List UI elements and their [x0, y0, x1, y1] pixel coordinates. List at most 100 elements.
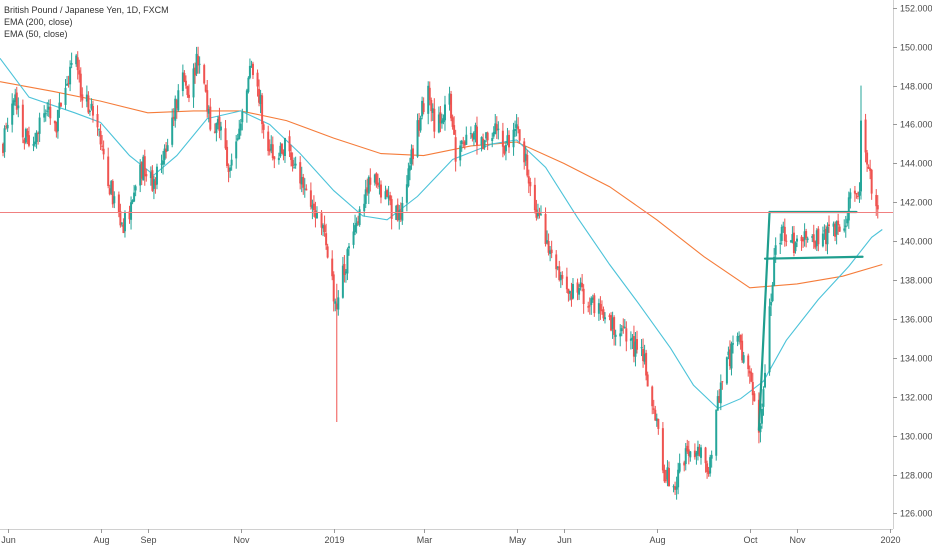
- candle-body: [802, 238, 805, 242]
- ema50-legend[interactable]: EMA (50, close): [4, 29, 68, 39]
- candle: [152, 175, 155, 200]
- candle: [837, 213, 840, 236]
- candle: [37, 131, 40, 145]
- price-tick-label: 130.000: [900, 432, 932, 442]
- candle-body: [536, 213, 539, 217]
- candle: [410, 144, 413, 170]
- candle: [550, 240, 553, 259]
- candle-body: [561, 275, 564, 279]
- candle: [501, 122, 504, 158]
- candle: [2, 142, 5, 157]
- candle: [69, 60, 72, 92]
- candle-body: [866, 152, 869, 165]
- candle-body: [81, 94, 84, 101]
- candle-body: [280, 143, 283, 153]
- candle: [203, 63, 206, 85]
- candle: [529, 177, 532, 197]
- candle-body: [587, 306, 590, 308]
- candle: [815, 228, 818, 252]
- candle: [431, 103, 434, 121]
- candle-body: [492, 131, 495, 137]
- candle-body: [454, 137, 457, 162]
- candle-body: [568, 291, 571, 294]
- candle-body: [782, 226, 785, 228]
- candle: [875, 189, 878, 216]
- candle: [160, 154, 163, 174]
- candle-body: [282, 152, 285, 156]
- breakout-trendline[interactable]: [757, 210, 771, 431]
- candle-body: [538, 212, 541, 215]
- candle: [827, 215, 830, 233]
- candle: [834, 221, 837, 242]
- symbol-title[interactable]: British Pound / Japanese Yen, 1D, FXCM: [4, 5, 169, 15]
- candle-body: [472, 132, 475, 140]
- candle-body: [262, 124, 265, 130]
- support-line[interactable]: [763, 255, 864, 260]
- candle: [373, 173, 376, 186]
- candle: [134, 184, 137, 197]
- candle: [587, 301, 590, 313]
- candle: [216, 116, 219, 130]
- candle-body: [239, 123, 242, 131]
- candle: [49, 99, 52, 125]
- candle-body: [853, 190, 856, 194]
- candle-body: [448, 93, 451, 105]
- candle: [556, 266, 559, 271]
- candle: [236, 133, 239, 142]
- candle: [90, 98, 93, 111]
- drawings-layer[interactable]: [757, 210, 864, 431]
- candle-body: [245, 90, 248, 113]
- candle-body: [123, 212, 126, 232]
- candle-body: [791, 234, 794, 243]
- candle-body: [47, 106, 50, 110]
- candle-body: [101, 145, 104, 147]
- candle-body: [570, 293, 573, 300]
- candle-body: [283, 137, 286, 157]
- candle-body: [347, 246, 350, 249]
- candle-body: [218, 116, 221, 131]
- candle-body: [215, 122, 218, 133]
- candle-body: [357, 221, 360, 224]
- candle: [800, 235, 803, 251]
- candle: [416, 113, 419, 158]
- candle: [398, 205, 401, 230]
- candle: [631, 334, 634, 350]
- candle: [747, 353, 750, 377]
- candle-body: [323, 225, 326, 232]
- candle: [239, 118, 242, 136]
- candle-body: [811, 236, 814, 238]
- candle-body: [821, 233, 824, 247]
- candle-body: [108, 188, 111, 195]
- candle-body: [768, 306, 771, 373]
- candle-body: [160, 163, 163, 165]
- candle-body: [325, 233, 328, 246]
- candle: [507, 130, 510, 154]
- candle: [87, 91, 90, 114]
- candle: [110, 179, 113, 196]
- candle-body: [64, 87, 67, 105]
- candle: [206, 79, 209, 118]
- candle-body: [806, 238, 809, 240]
- ema200-legend[interactable]: EMA (200, close): [4, 17, 73, 27]
- candle-body: [437, 114, 440, 133]
- candle-body: [625, 328, 628, 342]
- candle: [155, 163, 158, 190]
- candle-body: [667, 468, 670, 487]
- candle-body: [334, 301, 337, 304]
- candle: [218, 107, 221, 139]
- candle-body: [704, 447, 707, 464]
- candle-body: [46, 110, 49, 112]
- candle-body: [163, 148, 166, 160]
- candle-body: [611, 317, 614, 329]
- candle: [634, 332, 637, 367]
- candle-body: [460, 140, 463, 145]
- candle: [771, 281, 774, 303]
- candle: [823, 224, 826, 240]
- candle-body: [689, 451, 692, 458]
- candle: [142, 154, 145, 181]
- candle-body: [453, 125, 456, 135]
- candle: [571, 278, 574, 300]
- candle: [151, 165, 154, 192]
- candle-body: [590, 298, 593, 305]
